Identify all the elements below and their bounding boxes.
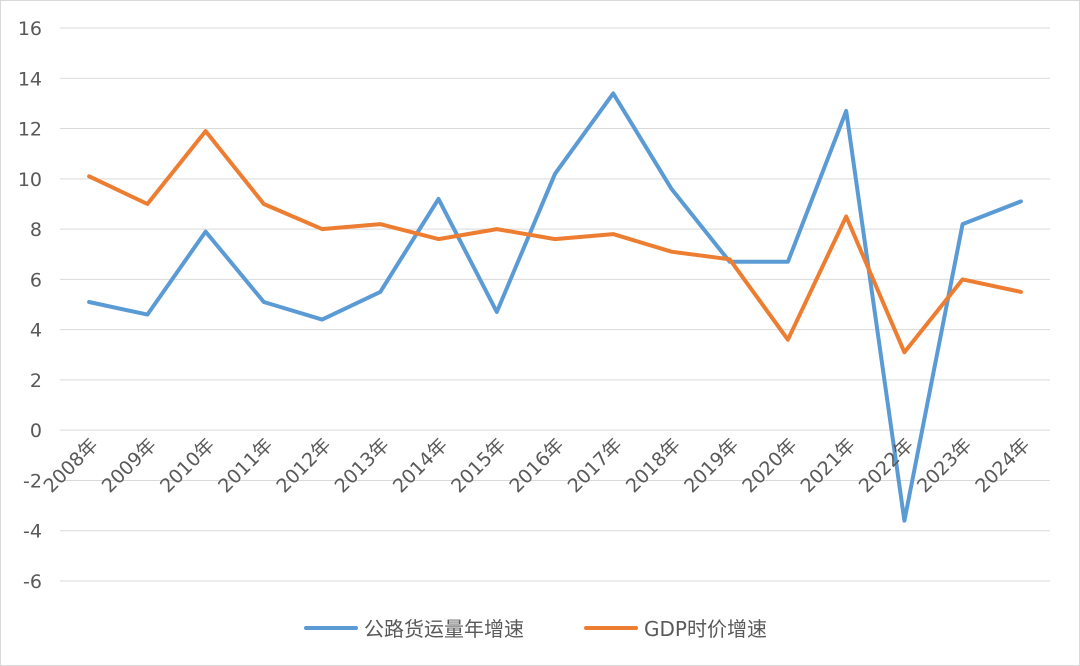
y-tick-label: 12 bbox=[18, 119, 42, 141]
series-line-1 bbox=[87, 129, 1023, 355]
series-line-0 bbox=[87, 91, 1023, 523]
y-tick-label: 0 bbox=[30, 420, 42, 442]
x-category-label: 2015年 bbox=[447, 434, 510, 497]
x-category-label: 2011年 bbox=[214, 434, 277, 497]
x-category-label: 2023年 bbox=[913, 434, 976, 497]
x-category-label: 2014年 bbox=[389, 434, 452, 497]
x-category-label: 2016年 bbox=[505, 434, 568, 497]
x-category-label: 2022年 bbox=[855, 434, 918, 497]
x-category-label: 2012年 bbox=[272, 434, 335, 497]
y-tick-label: -4 bbox=[23, 521, 42, 543]
series-lines bbox=[87, 91, 1023, 523]
x-category-label: 2020年 bbox=[738, 434, 801, 497]
legend: 公路货运量年增速 GDP时价增速 bbox=[304, 617, 767, 641]
x-category-label: 2017年 bbox=[564, 434, 627, 497]
x-category-label: 2018年 bbox=[622, 434, 685, 497]
x-category-label: 2010年 bbox=[156, 434, 219, 497]
y-tick-label: 4 bbox=[30, 320, 42, 342]
y-tick-label: -2 bbox=[23, 470, 42, 492]
y-tick-label: 10 bbox=[18, 169, 42, 191]
y-tick-label: 6 bbox=[30, 269, 42, 291]
y-axis-tick-labels: -6 -4 -2 0 2 4 6 8 10 12 14 16 bbox=[18, 18, 42, 593]
y-tick-label: 2 bbox=[30, 370, 42, 392]
x-category-label: 2008年 bbox=[39, 434, 102, 497]
y-tick-label: 16 bbox=[18, 18, 42, 40]
x-category-label: 2013年 bbox=[331, 434, 394, 497]
legend-label-0: 公路货运量年增速 bbox=[364, 617, 524, 641]
legend-label-1: GDP时价增速 bbox=[644, 617, 767, 641]
x-category-label: 2021年 bbox=[797, 434, 860, 497]
y-tick-label: -6 bbox=[23, 571, 42, 593]
x-category-label: 2009年 bbox=[98, 434, 161, 497]
x-category-label: 2024年 bbox=[971, 434, 1034, 497]
y-tick-label: 8 bbox=[30, 219, 42, 241]
x-axis-category-labels: 2008年2009年2010年2011年2012年2013年2014年2015年… bbox=[39, 434, 1034, 497]
y-tick-label: 14 bbox=[18, 68, 42, 90]
x-category-label: 2019年 bbox=[680, 434, 743, 497]
